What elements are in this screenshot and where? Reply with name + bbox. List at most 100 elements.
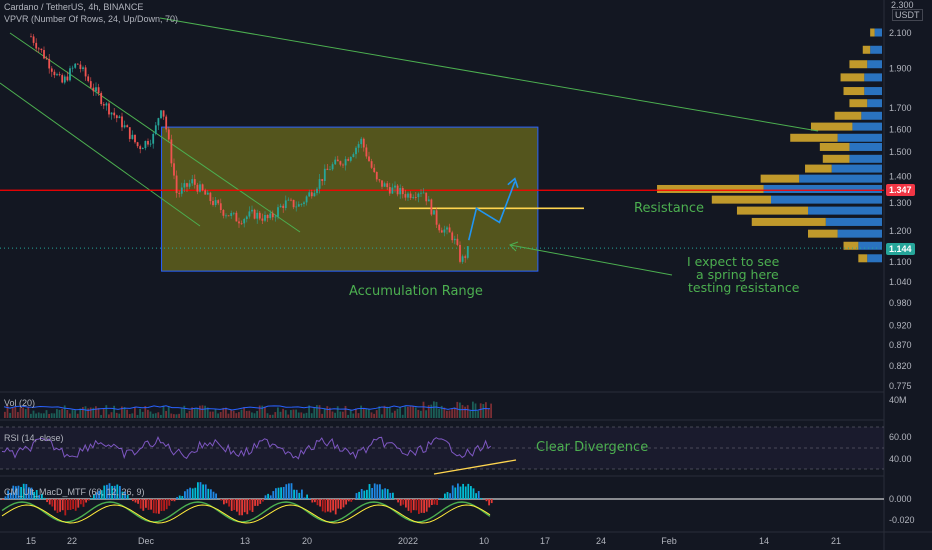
macd-histogram-bar: [436, 499, 438, 506]
macd-histogram-bar: [12, 485, 15, 499]
volume-bar: [212, 411, 214, 418]
volume-profile-down-bar: [657, 184, 764, 193]
volume-bar: [209, 411, 212, 418]
volume-bar: [160, 414, 162, 418]
volume-bar: [204, 405, 206, 418]
macd-histogram-bar: [22, 483, 25, 499]
trend-line: [159, 17, 819, 132]
macd-histogram-bar: [168, 499, 171, 506]
volume-bar: [485, 402, 487, 418]
macd-histogram-bar: [15, 486, 17, 499]
candle-body: [149, 143, 152, 145]
volume-bar: [35, 413, 37, 418]
volume-bar: [139, 408, 141, 418]
volume-bar: [360, 405, 362, 418]
macd-histogram-bar: [405, 499, 407, 508]
candle-body: [323, 168, 326, 181]
candle-body: [227, 215, 230, 217]
macd-histogram-bar: [241, 499, 243, 516]
volume-bar: [66, 409, 69, 418]
candle-body: [464, 256, 467, 258]
macd-histogram-bar: [308, 498, 311, 499]
macd-histogram-bar: [433, 499, 436, 505]
volume-bar: [339, 411, 342, 418]
candle-body: [79, 64, 82, 70]
candle-body: [63, 76, 66, 83]
candle-body: [334, 159, 337, 165]
macd-histogram-bar: [376, 484, 379, 499]
candle-body: [253, 209, 256, 219]
candle-body: [277, 207, 279, 217]
volume-profile-down-bar: [849, 99, 868, 108]
volume-bar: [469, 410, 472, 418]
candle-body: [144, 140, 147, 149]
macd-histogram-bar: [262, 499, 264, 502]
x-tick-label: 14: [759, 536, 769, 546]
volume-bar: [357, 413, 360, 418]
macd-histogram-bar: [301, 489, 303, 499]
pointer-arrow-line: [509, 244, 673, 276]
candle-body: [147, 140, 149, 145]
macd-histogram-bar: [295, 489, 298, 499]
macd-histogram-bar: [155, 499, 158, 514]
candle-body: [261, 218, 264, 221]
candle-body: [50, 68, 53, 72]
channel-lower-line: [0, 82, 201, 227]
volume-bar: [92, 407, 95, 418]
volume-bar: [71, 409, 74, 418]
macd-histogram-bar: [355, 493, 358, 499]
macd-histogram-bar: [485, 499, 488, 502]
candle-body: [422, 192, 425, 194]
candle-body: [274, 216, 277, 218]
candle-body: [230, 213, 233, 216]
macd-histogram-bar: [25, 484, 28, 499]
candle-body: [310, 192, 313, 197]
volume-bar: [477, 410, 479, 418]
x-tick-label: 2022: [398, 536, 418, 546]
macd-histogram-bar: [54, 499, 56, 511]
candle-body: [84, 67, 87, 77]
macd-histogram-bar: [314, 499, 316, 503]
candle-body: [95, 87, 97, 92]
candle-body: [420, 192, 422, 194]
candle-body: [206, 192, 209, 195]
y-tick-label: 0.920: [889, 320, 912, 330]
volume-bar: [490, 403, 492, 418]
volume-bar: [222, 407, 225, 418]
candle-body: [290, 199, 292, 201]
y-tick-label: 1.600: [889, 124, 912, 134]
spring-annotation-3: testing resistance: [688, 280, 800, 295]
x-tick-label: 22: [67, 536, 77, 546]
macd-histogram-bar: [142, 499, 145, 511]
candle-body: [121, 116, 123, 128]
candle-body: [266, 214, 269, 219]
candle-body: [461, 256, 464, 262]
volume-bar: [425, 410, 427, 418]
candle-body: [456, 238, 459, 245]
macd-histogram-bar: [230, 499, 233, 511]
volume-bar: [329, 407, 331, 418]
volume-bar: [310, 413, 313, 418]
macd-histogram-bar: [56, 499, 59, 513]
volume-bar: [115, 412, 118, 418]
macd-histogram-bar: [64, 499, 67, 516]
macd-histogram-bar: [410, 499, 412, 513]
candle-body: [232, 212, 235, 214]
macd-histogram-bar: [106, 484, 108, 499]
volume-profile-up-bar: [867, 99, 882, 108]
macd-histogram-bar: [87, 499, 90, 501]
volume-profile-up-bar: [864, 73, 882, 82]
x-tick-label: 24: [596, 536, 606, 546]
volume-bar: [279, 411, 282, 418]
macd-histogram-bar: [392, 492, 394, 499]
candle-body: [292, 199, 295, 208]
volume-bar: [123, 406, 126, 418]
macd-histogram-bar: [69, 499, 72, 510]
volume-bar: [105, 405, 108, 418]
macd-histogram-bar: [82, 499, 85, 507]
volume-bar: [269, 414, 271, 418]
currency-button[interactable]: USDT: [892, 9, 923, 21]
macd-histogram-bar: [327, 499, 329, 512]
volume-bar: [334, 412, 336, 418]
